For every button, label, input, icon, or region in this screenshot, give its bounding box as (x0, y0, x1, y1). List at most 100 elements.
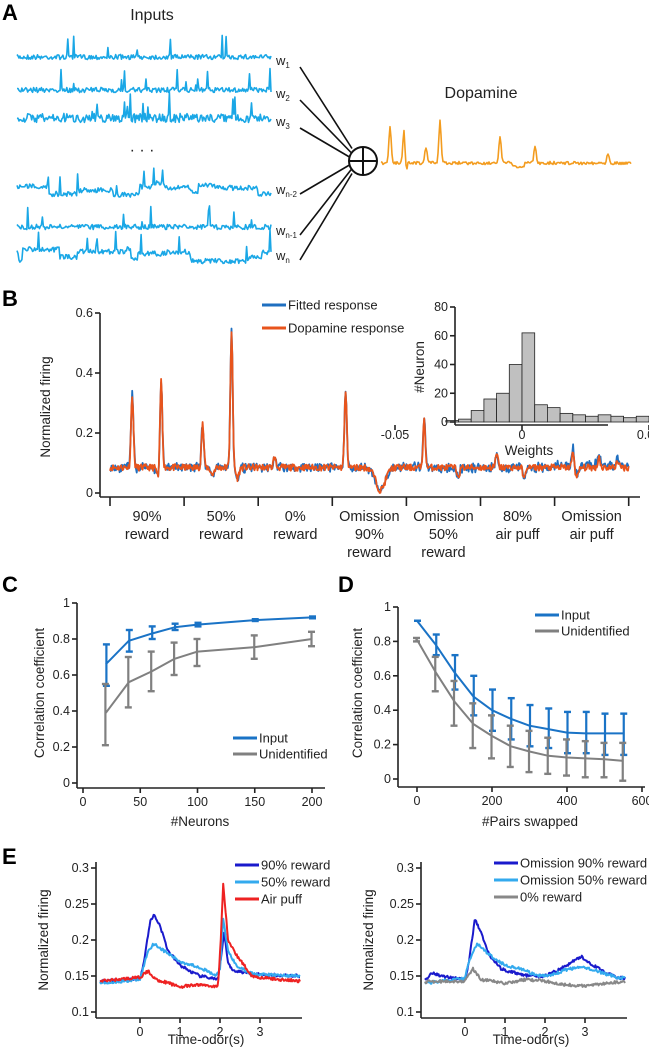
x-tick-label: 0 (80, 795, 87, 809)
input-line (416, 620, 624, 735)
input-trace (16, 91, 272, 124)
weight-label: wn-2 (275, 182, 298, 199)
y-axis-label: Normalized firing (38, 356, 53, 457)
x-tick-label: 0 (462, 1025, 469, 1039)
ellipsis: · · · (130, 142, 155, 159)
histogram-bar (496, 392, 510, 423)
y-axis-label: Normalized firing (361, 889, 376, 990)
category-label: 0% (285, 509, 306, 525)
x-axis-label: Time-odor(s) (493, 1032, 570, 1047)
y-tick-label: 0.4 (374, 703, 391, 717)
dopamine-trace (380, 119, 632, 170)
category-label: 50% (429, 527, 458, 543)
histogram-bar (470, 410, 485, 423)
legend-label: Omission 50% reward (520, 873, 647, 888)
category-label: reward (125, 527, 169, 543)
dopamine-response-line (109, 331, 630, 494)
x-tick-label: 100 (187, 795, 208, 809)
y-tick-label: 0.2 (53, 740, 70, 754)
panel-c-chart: 0 0.2 0.4 0.6 0.8 1 0 50 100 150 200 #Neurons Correl… (32, 596, 328, 829)
weight-connection (299, 173, 353, 261)
histogram-bar (610, 415, 625, 423)
x-axis-label: #Pairs swapped (482, 814, 578, 829)
weight-connection (299, 66, 353, 149)
input-trace (17, 67, 272, 94)
weight-subscript: 1 (285, 61, 290, 70)
y-tick-label: 0.3 (397, 861, 414, 875)
weight-connection (299, 162, 353, 195)
y-tick-label: 0.2 (397, 933, 414, 947)
weight-subscript: 3 (285, 122, 290, 131)
histogram-bar (585, 415, 599, 423)
weight-base: w (275, 223, 286, 238)
y-tick-label: 60 (434, 329, 448, 343)
category-label: 80% (503, 509, 532, 525)
y-tick-label: 0.6 (374, 669, 391, 683)
panel-b-inset-histogram: 0 20 40 60 80 -0.05 0 0.05 Weights #Neuron (381, 300, 649, 458)
legend-label: Fitted response (288, 298, 378, 313)
y-axis-label: Correlation coefficient (32, 628, 47, 759)
x-tick-label: 200 (302, 795, 323, 809)
legend-label: Unidentified (259, 747, 328, 762)
histogram-bar (521, 332, 536, 423)
y-tick-label: 1 (384, 600, 391, 614)
histogram-bar (534, 404, 548, 423)
category-label: reward (273, 527, 317, 543)
category-label: Omission (339, 509, 399, 525)
y-tick-label: 1 (63, 596, 70, 610)
input-trace (16, 34, 272, 61)
legend-label: 90% reward (261, 858, 330, 873)
category-label: 50% (207, 509, 236, 525)
y-tick-label: 0 (86, 486, 93, 500)
weight-connection (299, 168, 353, 236)
y-tick-label: 20 (434, 386, 448, 400)
histogram-bar (635, 415, 649, 423)
weight-label: w3 (275, 114, 290, 131)
weight-base: w (275, 53, 286, 68)
weight-label: wn-1 (275, 223, 298, 240)
y-tick-label: 0.1 (72, 1005, 89, 1019)
weight-subscript: 2 (285, 94, 290, 103)
legend-label: 0% reward (520, 890, 582, 905)
panel-label-c: C (2, 572, 18, 597)
y-tick-label: 0.4 (53, 704, 70, 718)
x-tick-label: 2 (542, 1025, 549, 1039)
trace-0-reward (424, 966, 626, 988)
y-tick-label: 0.25 (65, 897, 89, 911)
x-tick-label: 1 (177, 1025, 184, 1039)
weight-label: w1 (275, 53, 290, 70)
legend-label: Unidentified (561, 624, 630, 639)
histogram-bar (597, 414, 612, 423)
x-axis-label: Time-odor(s) (168, 1032, 245, 1047)
x-axis-label: #Neurons (171, 814, 230, 829)
legend-label: 50% reward (261, 875, 330, 890)
y-tick-label: 0.2 (76, 426, 93, 440)
weight-connection (299, 99, 353, 155)
legend-label: Input (259, 731, 288, 746)
category-label: air puff (570, 527, 615, 543)
y-tick-label: 0.8 (374, 634, 391, 648)
panel-label-a: A (2, 0, 18, 25)
x-tick-label: 0 (414, 794, 421, 808)
x-tick-label: -0.05 (381, 428, 410, 442)
weight-label: w2 (275, 86, 290, 103)
panel-label-e: E (2, 844, 17, 869)
weight-base: w (275, 86, 286, 101)
y-tick-label: 0.3 (72, 861, 89, 875)
histogram-bar (572, 414, 586, 423)
category-label: 90% (355, 527, 384, 543)
histogram-bar (623, 417, 637, 423)
weight-base: w (275, 114, 286, 129)
x-axis-label: Weights (505, 443, 554, 458)
trace-air-puff (99, 882, 301, 989)
unidentified-line (416, 639, 624, 762)
y-tick-label: 0 (63, 776, 70, 790)
y-tick-label: 0 (384, 772, 391, 786)
x-tick-label: 3 (257, 1025, 264, 1039)
y-tick-label: 0.25 (390, 897, 414, 911)
input-line (105, 616, 313, 665)
panel-e-right-chart: 0.1 0.15 0.2 0.25 0.3 0 1 2 3 Time-odor(s) Normali… (361, 856, 647, 1048)
legend-label: Dopamine response (288, 321, 404, 336)
unidentified-line (105, 638, 313, 714)
